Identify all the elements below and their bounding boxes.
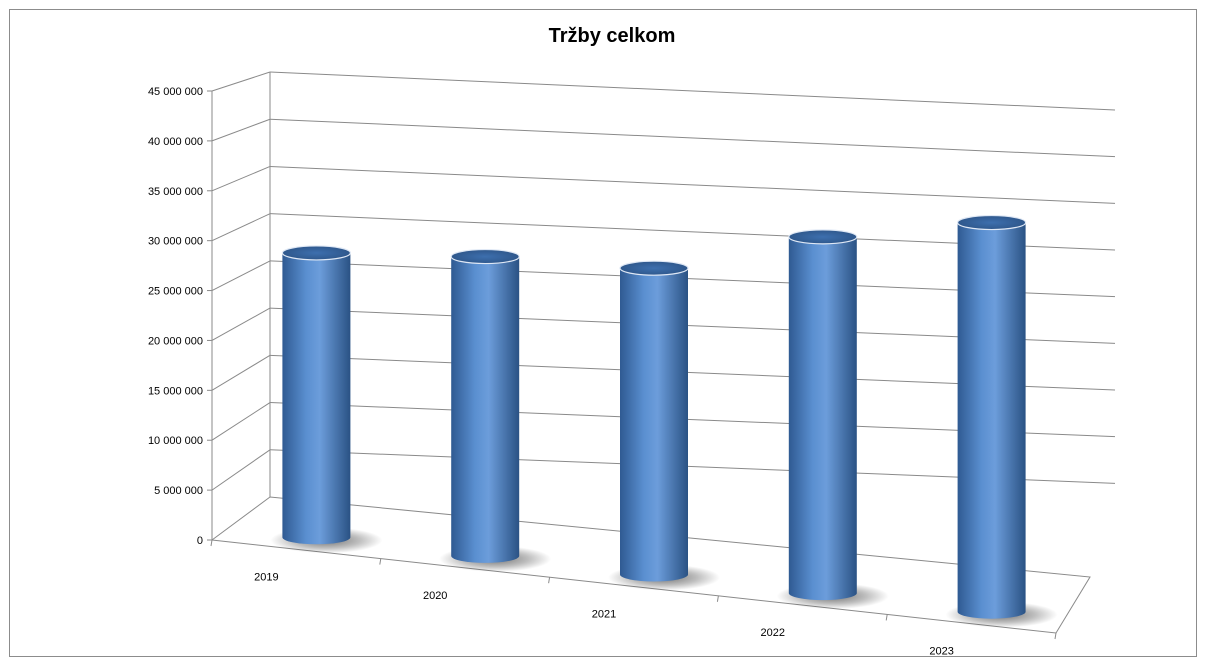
x-tick-mark [210, 539, 213, 547]
y-tick-label: 25 000 000 [148, 286, 203, 298]
bar-body [620, 268, 688, 582]
y-tick-label: 35 000 000 [148, 186, 203, 198]
bar-body [957, 222, 1026, 619]
y-tick-label: 5 000 000 [154, 485, 203, 497]
y-tick-label: 45 000 000 [148, 86, 203, 98]
x-tick-label: 2020 [423, 590, 447, 602]
chart-title: Tržby celkom [549, 25, 676, 47]
bar-2023 [945, 214, 1058, 628]
bar-2022 [776, 229, 889, 610]
gridline-side [211, 354, 271, 391]
x-tick-label: 2019 [254, 571, 278, 583]
chart-floor [210, 496, 1091, 634]
x-tick-label: 2021 [592, 609, 616, 621]
bar-top [788, 229, 858, 245]
y-tick-label: 0 [197, 535, 203, 547]
x-tick-label: 2022 [761, 627, 785, 639]
bar-top [450, 248, 520, 265]
bars [270, 214, 1058, 628]
gridline-side [211, 402, 271, 441]
gridline-side [211, 213, 271, 242]
x-tick-label: 2023 [929, 646, 953, 658]
bar-body [451, 256, 520, 563]
gridline-side [211, 165, 271, 192]
y-tick-label: 40 000 000 [148, 136, 203, 148]
x-tick-mark [548, 577, 551, 584]
bar-top [956, 214, 1027, 231]
gridline-side [211, 307, 271, 341]
x-tick-mark [716, 595, 719, 602]
bar-2021 [608, 260, 720, 591]
bar-top [281, 245, 351, 261]
bar-2020 [439, 248, 552, 572]
gridline-back [269, 165, 1116, 204]
y-tick-label: 10 000 000 [148, 435, 203, 447]
x-tick-mark [379, 558, 382, 565]
gridline-side [211, 118, 271, 142]
bar-2019 [270, 245, 383, 554]
gridline-back [269, 71, 1116, 111]
bar-top [619, 260, 689, 276]
x-tick-mark [1054, 632, 1057, 640]
bar-body [788, 236, 857, 601]
gridline-back [269, 118, 1116, 158]
y-tick-label: 20 000 000 [148, 335, 203, 347]
gridline-side [211, 71, 271, 92]
gridline-side [211, 449, 271, 491]
y-axis-ticks: 0 5 000 000 10 000 000 15 000 000 20 000 000… [148, 86, 212, 547]
gridline-side [211, 260, 271, 292]
x-axis-ticks: 2019 2020 2021 2022 2023 [210, 539, 1057, 658]
y-tick-label: 15 000 000 [148, 385, 203, 397]
bar-body [282, 252, 351, 545]
x-tick-mark [885, 614, 888, 621]
y-tick-label: 30 000 000 [148, 236, 203, 248]
